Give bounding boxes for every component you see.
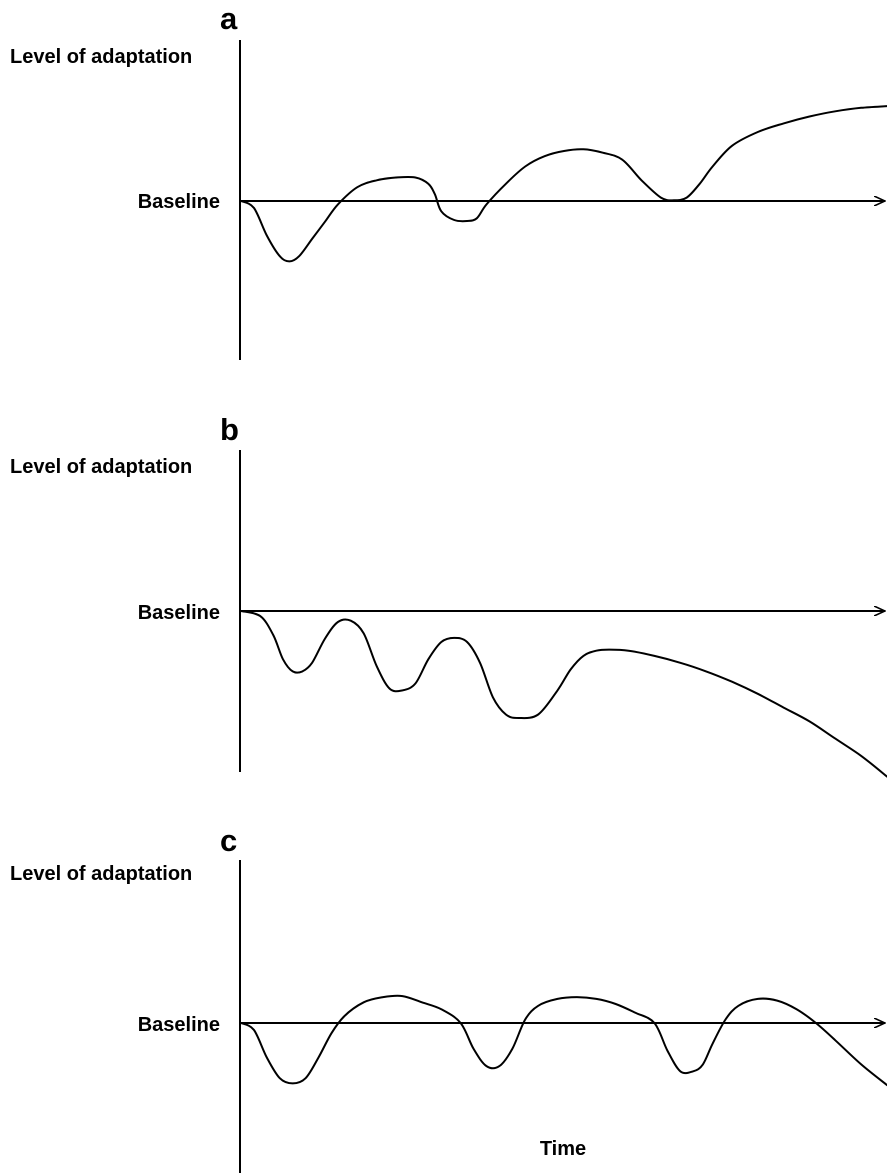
panel-b-adaptation-curve — [240, 610, 887, 778]
panel-b-baseline-label: Baseline — [138, 602, 220, 624]
panel-a-letter: a — [220, 1, 238, 36]
panel-a: a Level of adaptation Baseline — [10, 1, 887, 360]
panel-a-y-axis-title: Level of adaptation — [10, 46, 192, 68]
panel-c-letter: c — [220, 823, 237, 858]
panel-c-y-axis-title: Level of adaptation — [10, 863, 192, 885]
panel-b-letter: b — [220, 412, 239, 447]
panel-a-adaptation-curve — [240, 105, 887, 263]
panel-c: c Level of adaptation Baseline Time — [10, 823, 887, 1173]
panel-c-baseline-label: Baseline — [138, 1014, 220, 1036]
panel-b-y-axis-title: Level of adaptation — [10, 456, 192, 478]
panel-c-adaptation-curve — [240, 994, 887, 1087]
panel-b: b Level of adaptation Baseline — [10, 412, 887, 778]
panel-c-x-axis-title: Time — [540, 1138, 586, 1160]
panel-a-baseline-label: Baseline — [138, 191, 220, 213]
